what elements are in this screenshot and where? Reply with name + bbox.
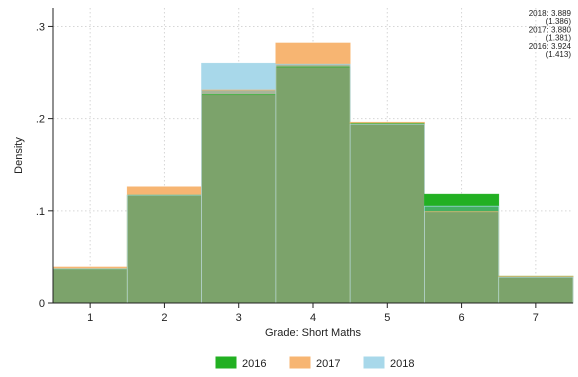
y-tick-label: .1 bbox=[36, 206, 45, 218]
legend-label-2018: 2018 bbox=[390, 358, 414, 370]
x-tick-label: 2 bbox=[161, 312, 167, 324]
bar-band-bin-3 bbox=[201, 90, 276, 95]
x-tick-label: 6 bbox=[459, 312, 465, 324]
bar-overlap-bin-3 bbox=[201, 94, 276, 303]
bar-overlap-bin-5 bbox=[350, 124, 425, 303]
annotation-line: (1.381) bbox=[546, 34, 572, 43]
bar-band-bin-4 bbox=[275, 64, 351, 67]
bar-overlap-bin-2 bbox=[127, 195, 202, 303]
y-axis-title: Density bbox=[13, 137, 25, 174]
annotation-line: (1.413) bbox=[546, 50, 572, 59]
bar-band-bin-6 bbox=[424, 206, 499, 212]
x-tick-label: 7 bbox=[533, 312, 539, 324]
bar-band-bin-7 bbox=[498, 276, 573, 278]
histogram-bars bbox=[52, 42, 574, 304]
annotation-line: 2017: 3.880 bbox=[529, 25, 572, 34]
annotation-line: 2016: 3.924 bbox=[529, 42, 572, 51]
x-tick-label: 5 bbox=[384, 312, 390, 324]
legend-swatch-2016 bbox=[215, 356, 237, 369]
x-tick-label: 4 bbox=[310, 312, 316, 324]
bar-2017-bin-5 bbox=[350, 122, 425, 124]
y-tick-label: .3 bbox=[36, 21, 45, 33]
x-tick-label: 3 bbox=[236, 312, 242, 324]
bar-overlap-bin-1 bbox=[53, 268, 128, 303]
legend-swatch-2018 bbox=[363, 356, 385, 369]
bar-overlap-bin-6 bbox=[424, 211, 499, 303]
mean-sd-annotations: 2018: 3.889(1.386)2017: 3.880(1.381)2016… bbox=[529, 9, 572, 59]
bar-2017-bin-4 bbox=[275, 43, 351, 65]
x-tick-label: 1 bbox=[87, 312, 93, 324]
annotation-line: (1.386) bbox=[546, 17, 572, 26]
bar-2017-bin-1 bbox=[53, 267, 128, 269]
bar-2016-bin-6 bbox=[424, 194, 499, 207]
y-tick-label: .2 bbox=[36, 114, 45, 126]
legend-swatch-2017 bbox=[289, 356, 311, 369]
axes: 0 .1 .2 .3 1 2 3 4 5 6 7 bbox=[36, 8, 573, 324]
annotation-line: 2018: 3.889 bbox=[529, 9, 572, 18]
x-axis-title: Grade: Short Maths bbox=[265, 327, 361, 339]
legend-label-2016: 2016 bbox=[242, 358, 266, 370]
y-tick-label: 0 bbox=[39, 298, 45, 310]
bar-2017-bin-2 bbox=[127, 186, 202, 196]
bar-2018-bin-3 bbox=[201, 63, 276, 91]
bar-overlap-bin-4 bbox=[275, 67, 351, 303]
bar-band-bin-5 bbox=[350, 123, 425, 125]
bar-overlap-bin-7 bbox=[498, 277, 573, 303]
legend: 2016 2017 2018 bbox=[215, 356, 414, 370]
legend-label-2017: 2017 bbox=[316, 358, 340, 370]
